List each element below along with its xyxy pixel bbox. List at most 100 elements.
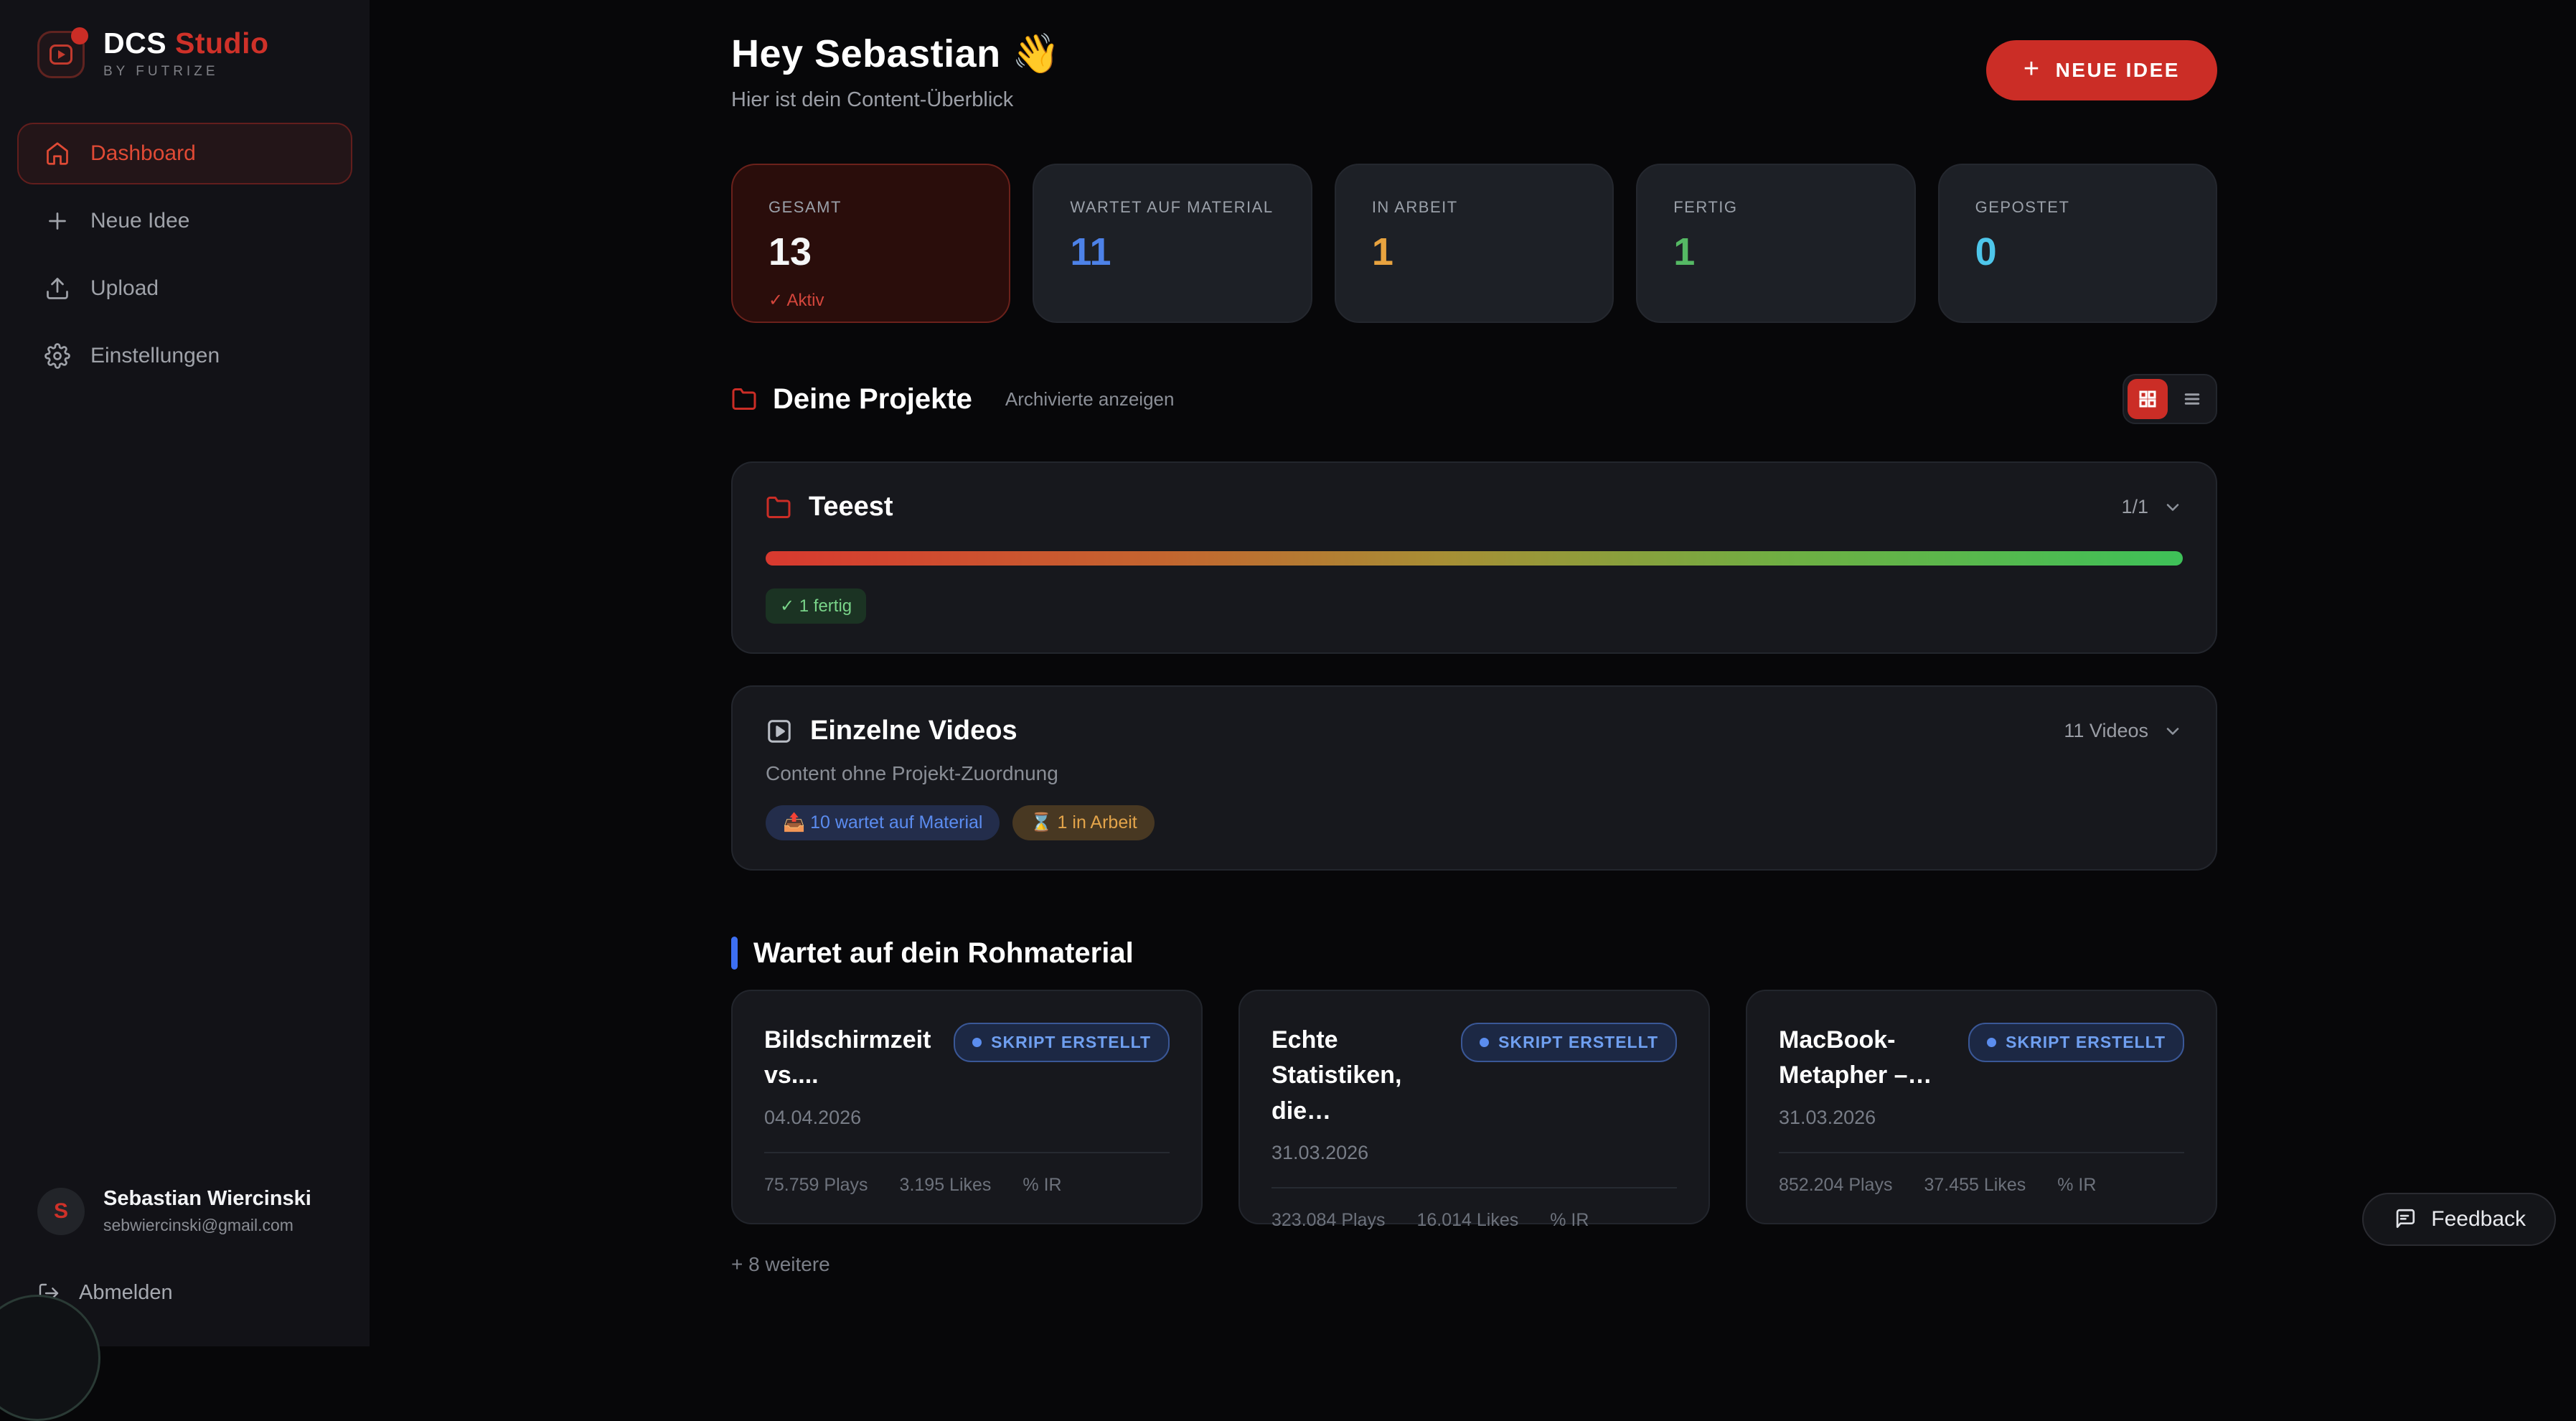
video-date: 31.03.2026: [1271, 1141, 1369, 1163]
video-stats: 323.084 Plays 16.014 Likes % IR: [1271, 1210, 1677, 1231]
progress-bar: [766, 551, 2183, 566]
material-header: Wartet auf dein Rohmaterial: [731, 937, 2217, 970]
app-logo: DCS Studio BY FUTRIZE: [0, 0, 370, 104]
video-stats: 852.204 Plays 37.455 Likes % IR: [1779, 1175, 2184, 1196]
play-icon: [50, 44, 72, 65]
sidebar-item-neue-idee[interactable]: Neue Idee: [17, 190, 352, 252]
play-square-icon: [768, 719, 791, 743]
fertig-badge: ✓ 1 fertig: [766, 588, 867, 624]
section-accent-bar: [731, 937, 738, 970]
material-card[interactable]: Echte Statistiken, die… SKRIPT ERSTELLT …: [1238, 990, 1710, 1230]
plus-icon: +: [2023, 54, 2041, 84]
project-expand[interactable]: 11 Videos: [2064, 720, 2183, 742]
chevron-down-icon: [2166, 727, 2179, 735]
user-name: Sebastian Wiercinski: [103, 1187, 311, 1210]
divider: [764, 1151, 1170, 1153]
list-view-button[interactable]: [2172, 379, 2212, 419]
project-card-einzelne-videos[interactable]: Einzelne Videos 11 Videos Content ohne P…: [731, 685, 2217, 871]
video-title: Echte Statistiken, die…: [1271, 1026, 1402, 1125]
status-badge: SKRIPT ERSTELLT: [1461, 1023, 1677, 1062]
stat-card-gepostet[interactable]: GEPOSTET 0: [1937, 164, 2218, 323]
new-idea-button[interactable]: + NEUE IDEE: [1985, 40, 2217, 100]
user-email: sebwiercinski@gmail.com: [103, 1216, 293, 1234]
stat-label: FERTIG: [1673, 198, 1738, 216]
stat-note: ✓ Aktiv: [768, 291, 824, 310]
sidebar-item-einstellungen[interactable]: Einstellungen: [17, 325, 352, 387]
stat-card-fertig[interactable]: FERTIG 1: [1636, 164, 1916, 323]
record-dot-icon: [71, 27, 88, 44]
folder-icon: [732, 388, 756, 410]
brand-accent: Studio: [174, 27, 269, 60]
ir-stat: % IR: [1550, 1209, 1589, 1230]
sidebar-item-label: Einstellungen: [90, 344, 220, 367]
stat-label: WARTET AUF MATERIAL: [1070, 198, 1274, 216]
avatar: S: [37, 1187, 85, 1235]
ir-stat: % IR: [1023, 1174, 1062, 1195]
stat-card-wartet-auf-material[interactable]: WARTET AUF MATERIAL 11: [1033, 164, 1312, 323]
stat-card-gesamt[interactable]: GESAMT 13 ✓ Aktiv: [731, 164, 1011, 323]
in-arbeit-badge: ⌛ 1 in Arbeit: [1012, 805, 1155, 840]
folder-icon: [766, 496, 791, 518]
status-dot-icon: [1480, 1038, 1490, 1047]
sidebar-item-label: Upload: [90, 276, 159, 300]
sidebar-item-label: Neue Idee: [90, 209, 190, 233]
video-date: 04.04.2026: [764, 1106, 862, 1128]
plays-stat: 323.084 Plays: [1271, 1209, 1386, 1230]
project-name: Teeest: [809, 492, 893, 522]
stat-label: GEPOSTET: [1975, 198, 2070, 216]
status-badge: SKRIPT ERSTELLT: [954, 1023, 1170, 1062]
project-expand[interactable]: 1/1: [2121, 496, 2183, 518]
stat-label: IN ARBEIT: [1371, 198, 1458, 216]
brand-tagline: BY FUTRIZE: [103, 64, 219, 79]
chat-bubble-icon: [2396, 1209, 2415, 1228]
likes-stat: 16.014 Likes: [1416, 1209, 1519, 1230]
upload-icon: [47, 278, 68, 299]
stat-value: 1: [1371, 230, 1393, 273]
video-date: 31.03.2026: [1779, 1106, 1876, 1128]
projects-title: Deine Projekte: [773, 383, 972, 415]
project-count: 11 Videos: [2064, 720, 2148, 741]
video-stats: 75.759 Plays 3.195 Likes % IR: [764, 1175, 1170, 1196]
divider: [1779, 1151, 2184, 1153]
material-grid: Bildschirmzeit vs.... SKRIPT ERSTELLT 04…: [731, 990, 2217, 1230]
material-title: Wartet auf dein Rohmaterial: [753, 937, 1134, 969]
ir-stat: % IR: [2057, 1174, 2097, 1195]
stat-value: 0: [1975, 230, 1997, 273]
material-card[interactable]: Bildschirmzeit vs.... SKRIPT ERSTELLT 04…: [731, 990, 1203, 1224]
sidebar-item-label: Dashboard: [90, 141, 196, 165]
logout-label: Abmelden: [79, 1281, 173, 1304]
status-dot-icon: [972, 1038, 982, 1047]
sidebar-item-dashboard[interactable]: Dashboard: [17, 123, 352, 184]
status-dot-icon: [1987, 1038, 1997, 1047]
app-logo-text: DCS Studio BY FUTRIZE: [103, 29, 269, 80]
video-title: Bildschirmzeit vs....: [764, 1026, 931, 1089]
projects-header: Deine Projekte Archivierte anzeigen: [731, 374, 2217, 424]
show-archived-link[interactable]: Archivierte anzeigen: [1005, 388, 1175, 410]
home-icon: [47, 142, 68, 165]
plays-stat: 75.759 Plays: [764, 1174, 868, 1195]
logout-button[interactable]: Abmelden: [37, 1281, 332, 1305]
project-name: Einzelne Videos: [810, 716, 1017, 746]
project-subtitle: Content ohne Projekt-Zuordnung: [766, 762, 1058, 784]
grid-icon: [2139, 390, 2156, 408]
page-header: Hey Sebastian 👋 Hier ist dein Content-Üb…: [731, 0, 2217, 112]
page-subtitle: Hier ist dein Content-Überblick: [731, 88, 1014, 111]
greeting-block: Hey Sebastian 👋 Hier ist dein Content-Üb…: [731, 32, 1061, 112]
user-profile[interactable]: S Sebastian Wiercinski sebwiercinski@gma…: [37, 1187, 332, 1235]
stats-row: GESAMT 13 ✓ Aktiv WARTET AUF MATERIAL 11…: [731, 164, 2218, 323]
more-videos-link[interactable]: + 8 weitere: [731, 1253, 830, 1275]
sidebar-item-upload[interactable]: Upload: [17, 258, 352, 319]
stat-value: 1: [1673, 230, 1696, 273]
brand-name: DCS: [103, 27, 167, 60]
material-card[interactable]: MacBook-Metapher –… SKRIPT ERSTELLT 31.0…: [1746, 990, 2217, 1224]
grid-view-button[interactable]: [2128, 379, 2168, 419]
list-icon: [2184, 393, 2200, 405]
stat-label: GESAMT: [768, 198, 842, 216]
likes-stat: 3.195 Likes: [899, 1174, 992, 1195]
feedback-button[interactable]: Feedback: [2362, 1193, 2556, 1246]
stat-value: 11: [1070, 230, 1111, 273]
page-title: Hey Sebastian 👋: [731, 32, 1061, 75]
stat-card-in-arbeit[interactable]: IN ARBEIT 1: [1334, 164, 1614, 323]
status-badge: SKRIPT ERSTELLT: [1968, 1023, 2184, 1062]
project-card-teeest[interactable]: Teeest 1/1 ✓ 1 fertig: [731, 461, 2217, 654]
